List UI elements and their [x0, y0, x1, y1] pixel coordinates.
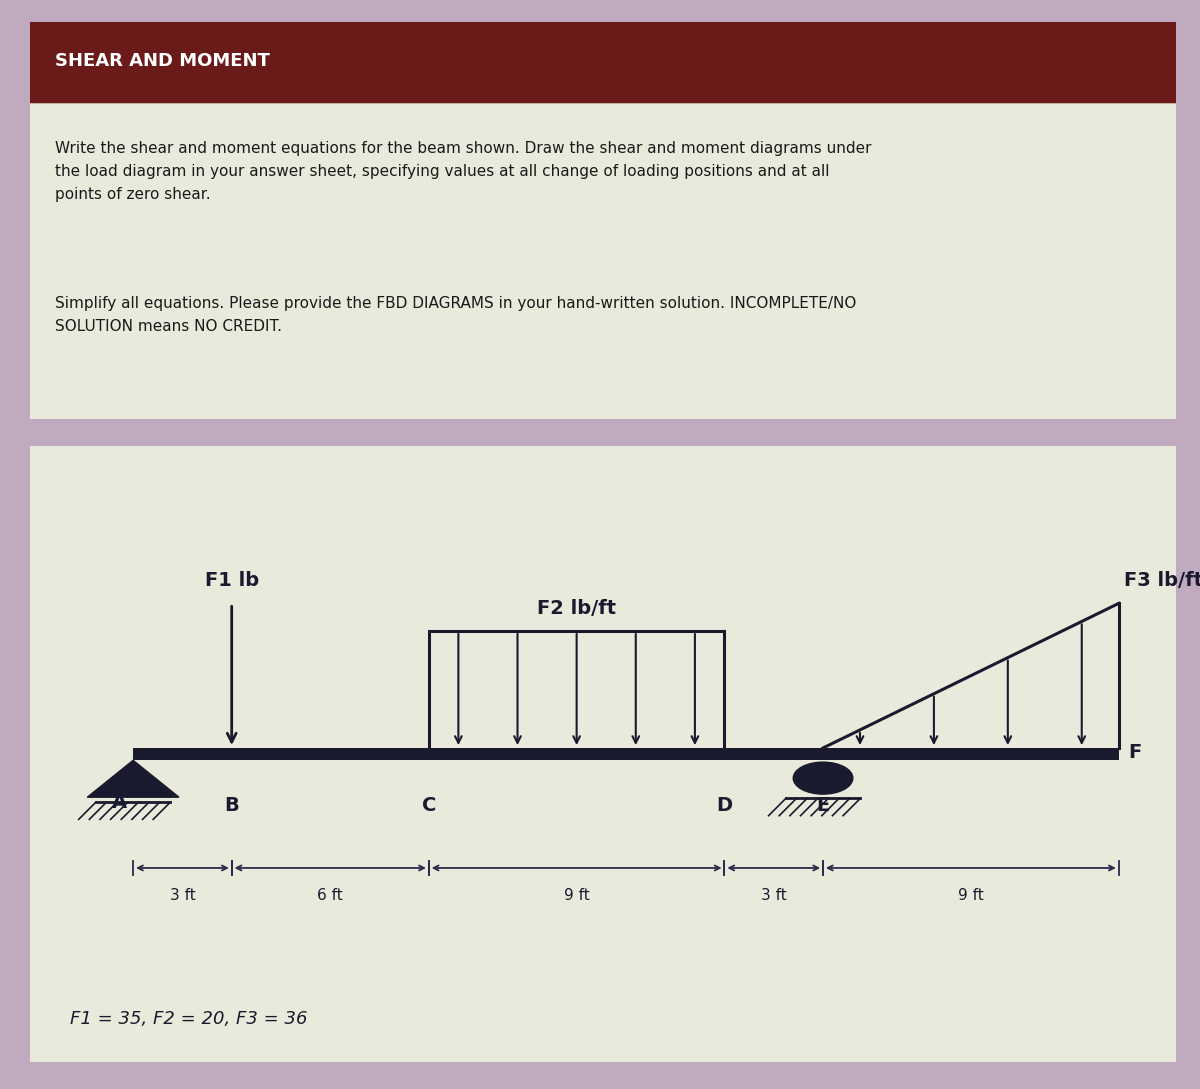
Circle shape	[793, 762, 853, 794]
Text: F3 lb/ft: F3 lb/ft	[1124, 571, 1200, 590]
Text: Simplify all equations. Please provide the FBD DIAGRAMS in your hand-written sol: Simplify all equations. Please provide t…	[55, 296, 857, 334]
Text: 3 ft: 3 ft	[169, 888, 196, 903]
Text: 6 ft: 6 ft	[317, 888, 343, 903]
FancyBboxPatch shape	[18, 17, 1188, 103]
Polygon shape	[88, 760, 179, 797]
Text: E: E	[816, 796, 829, 815]
Text: F2 lb/ft: F2 lb/ft	[538, 599, 617, 617]
FancyBboxPatch shape	[13, 438, 1193, 1070]
Text: C: C	[421, 796, 436, 815]
Text: D: D	[716, 796, 732, 815]
Text: A: A	[112, 793, 127, 812]
Text: 9 ft: 9 ft	[958, 888, 984, 903]
Bar	[30, 22, 1176, 99]
Text: F1 lb: F1 lb	[205, 571, 259, 590]
FancyBboxPatch shape	[13, 16, 1193, 425]
Text: Write the shear and moment equations for the beam shown. Draw the shear and mome: Write the shear and moment equations for…	[55, 140, 871, 201]
Text: B: B	[224, 796, 239, 815]
Text: F1 = 35, F2 = 20, F3 = 36: F1 = 35, F2 = 20, F3 = 36	[70, 1010, 307, 1028]
Bar	[133, 748, 1118, 760]
Text: 3 ft: 3 ft	[761, 888, 787, 903]
Text: F: F	[1128, 743, 1141, 762]
Text: SHEAR AND MOMENT: SHEAR AND MOMENT	[55, 51, 270, 70]
Text: 9 ft: 9 ft	[564, 888, 589, 903]
